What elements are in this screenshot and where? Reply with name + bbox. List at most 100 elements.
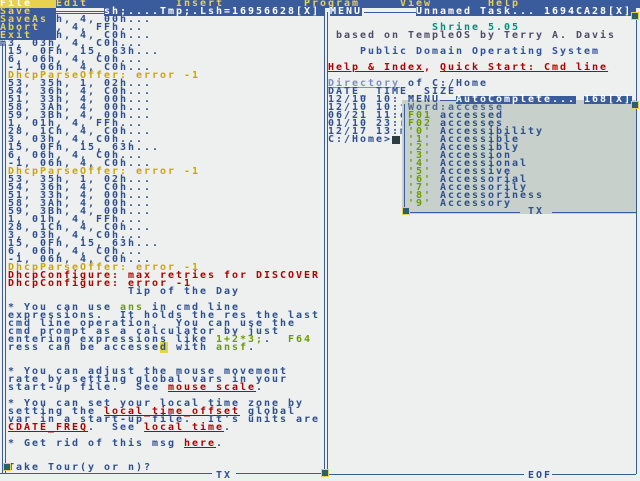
log-line: 59, 3Bh, 4, 00h... xyxy=(8,110,153,121)
tour-prompt[interactable]: Take Tour(y or n)? xyxy=(8,462,153,473)
tip-line: cmd prompt as a calculator by just xyxy=(8,326,281,337)
menu-item-save[interactable]: Save xyxy=(0,6,33,17)
autocomplete-key: F01 xyxy=(408,110,433,121)
autocomplete-item[interactable]: '4' Accessional xyxy=(408,158,528,169)
autocomplete-key: '1' xyxy=(408,134,433,145)
autocomplete-item[interactable]: '8' Accessoriness xyxy=(408,190,545,201)
autocomplete-key: '4' xyxy=(408,158,433,169)
autocomplete-key: '6' xyxy=(408,174,433,185)
autocomplete-item[interactable]: '5' Accessive xyxy=(408,167,512,177)
split-border xyxy=(327,12,328,474)
text-cursor: d xyxy=(160,342,169,353)
right-window-title[interactable]: Unnamed Task... 1694CA28[X] xyxy=(416,7,636,17)
dir-header: DATE_ TIME_ SIZE xyxy=(328,86,457,97)
log-line: -1, 06h, 4, C0h... xyxy=(8,158,153,169)
log-line: 15, 0Fh, 15, 63h... xyxy=(8,238,161,249)
autocomplete-item[interactable]: F02 accesses xyxy=(408,119,504,129)
cdate-freq-link[interactable]: CDATE_FREQ xyxy=(8,422,89,433)
log-line: DhcpParseOffer: error -1 xyxy=(8,166,201,177)
log-line: -1, 06h, 4, C0h... xyxy=(8,62,153,73)
tip-line: setting the local_time_offset global xyxy=(8,406,297,417)
left-title-border xyxy=(56,11,104,12)
autocomplete-item[interactable]: '9' Accessory xyxy=(408,199,512,209)
local-time-offset-link[interactable]: local_time_offset xyxy=(104,406,241,417)
here-link[interactable]: here xyxy=(184,438,217,449)
split-border xyxy=(324,12,325,474)
right-title-border xyxy=(364,12,416,13)
log-line: 6, 06h, 4, C0h... xyxy=(8,246,145,257)
log-line: h, 4, 00h... xyxy=(56,14,153,25)
menu-view[interactable]: View xyxy=(400,0,433,9)
cursor-block-icon xyxy=(392,136,401,144)
menu-item-saveas[interactable]: SaveAs xyxy=(0,14,49,25)
dir-row: 12/17 13:m xyxy=(328,126,409,137)
resize-handle-icon[interactable] xyxy=(631,101,639,109)
autocomplete-item[interactable]: '1' Accessible xyxy=(408,134,521,145)
autocomplete-bottom-border xyxy=(552,212,636,213)
dir-row: 12/10 10:f xyxy=(328,102,409,113)
autocomplete-key: '7' xyxy=(408,182,433,193)
log-line: -1, 06h, 4, C0h... xyxy=(8,254,153,265)
log-line: 59, 3Bh, 4, 00h... xyxy=(8,206,153,217)
tip-line: expressions. It holds the res the last xyxy=(8,310,321,321)
log-line: 28, 1Ch, 4, C0h... xyxy=(8,126,153,137)
autocomplete-menu-label[interactable]: MENU xyxy=(408,94,441,105)
log-line: 51, 33h, 4, 00h... xyxy=(8,190,153,201)
autocomplete-word-option: Accessibility xyxy=(440,126,545,137)
autocomplete-item[interactable]: '7' Accessorily xyxy=(408,182,528,193)
log-line: 1, 01h, 4, FFh... xyxy=(8,214,145,225)
autocomplete-word-option: Accessorial xyxy=(440,174,529,185)
autocomplete-footer: TX xyxy=(528,206,545,217)
menu-insert[interactable]: Insert xyxy=(176,0,225,9)
dir-row: 06/21 11:e xyxy=(328,110,409,121)
help-index-link[interactable]: Help & Index xyxy=(328,62,425,73)
quick-start-link[interactable]: Quick Start: Cmd line xyxy=(440,62,609,73)
ans-link[interactable]: ans xyxy=(120,302,145,313)
left-bottom-border xyxy=(236,473,326,474)
resize-handle-icon[interactable] xyxy=(321,469,329,477)
right-menu-label[interactable]: MENU xyxy=(330,6,363,17)
autocomplete-key: '0' xyxy=(408,126,433,137)
menu-item-exit[interactable]: Exit xyxy=(0,30,33,41)
mouse-scale-link[interactable]: mouse scale xyxy=(168,382,257,393)
autocomplete-item[interactable]: F01 accessed xyxy=(408,110,504,121)
autocomplete-word-option: Accessibly xyxy=(440,142,521,153)
tip-line: entering expressions like 1+2*3;. F64 xyxy=(8,334,313,345)
log-line: 54, 36h, 4, C0h... xyxy=(8,86,153,97)
menu-item-abort[interactable]: Abort xyxy=(0,22,41,33)
log-line: 53, 35h, 1, 02h... xyxy=(8,174,153,185)
log-line: m3, 03h, 4, C0h... xyxy=(0,38,145,49)
autocomplete-title-id[interactable]: 168[X] xyxy=(584,94,633,105)
tip-line: rate by setting global vars in your xyxy=(8,374,289,385)
tip-line: * Get rid of this msg here. xyxy=(8,438,225,449)
log-line: h, 4, C0h... xyxy=(56,30,153,41)
menu-edit[interactable]: Edit xyxy=(56,0,89,9)
resize-handle-icon[interactable] xyxy=(402,207,410,215)
cmd-prompt[interactable]: C:/Home> xyxy=(328,135,401,145)
autocomplete-item[interactable]: '0' Accessibility xyxy=(408,126,545,137)
autocomplete-item[interactable]: '3' Accession xyxy=(408,151,512,161)
autocomplete-word-option: Accessoriness xyxy=(440,190,545,201)
autocomplete-item[interactable]: '6' Accessorial xyxy=(408,174,529,185)
log-line: 51, 33h, 4, 00h... xyxy=(8,94,153,105)
tip-line: * You can adjust the mouse movement xyxy=(8,366,289,377)
menu-program[interactable]: Program xyxy=(304,0,361,9)
log-line: 3, 03h, 4, C0h... xyxy=(8,230,145,241)
left-window-title[interactable]: sh;....Tmp;.Lsh=16956628[X] xyxy=(104,7,325,17)
resize-handle-icon[interactable] xyxy=(3,463,11,471)
local-time-link[interactable]: local time xyxy=(144,422,225,433)
log-line: DhcpParseOffer: error -1 xyxy=(8,262,201,273)
autocomplete-word-option: Accessible xyxy=(440,134,521,145)
tip-line: cmd line operation. You can use the xyxy=(8,318,297,329)
right-bottom-border xyxy=(328,474,524,475)
resize-handle-icon[interactable] xyxy=(631,12,639,20)
dir-row: 01/10 23:r xyxy=(328,118,409,129)
directory-link[interactable]: Directory xyxy=(328,78,401,89)
autocomplete-title[interactable]: AutoComplete... xyxy=(456,94,577,105)
left-border xyxy=(2,44,3,474)
menu-file[interactable]: File xyxy=(0,0,56,9)
menu-help[interactable]: Help xyxy=(488,0,521,9)
log-line: 58, 3Ah, 4, 00h... xyxy=(8,102,153,113)
autocomplete-item[interactable]: '2' Accessibly xyxy=(408,142,521,153)
tip-line: ress can be accessed with ansf. xyxy=(8,342,257,353)
